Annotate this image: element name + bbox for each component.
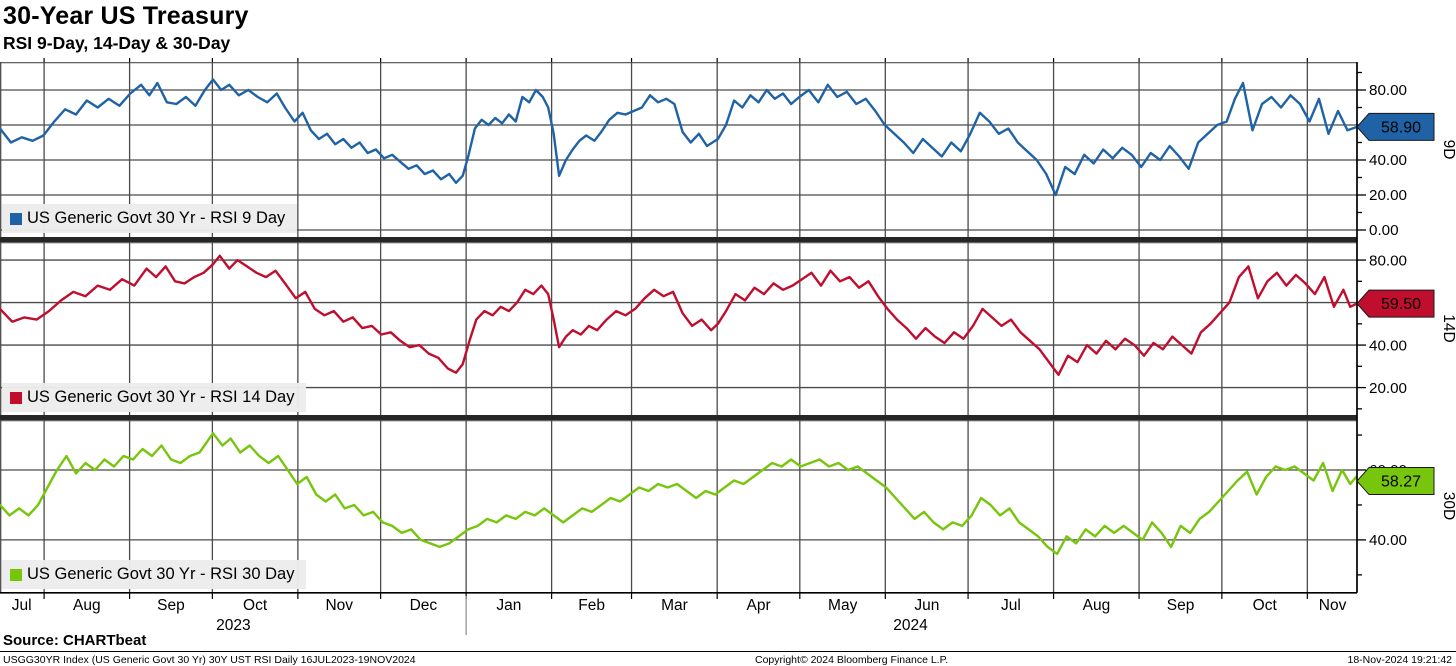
month-label: Jun xyxy=(914,597,939,614)
rsi-9D-line xyxy=(0,78,1357,197)
y-tick-label: 40.00 xyxy=(1369,152,1407,169)
last-price-value-9D: 58.90 xyxy=(1381,119,1421,136)
legend-swatch-icon xyxy=(10,212,22,225)
panel-separator xyxy=(0,415,1357,420)
legend-label: US Generic Govt 30 Yr - RSI 14 Day xyxy=(27,388,295,406)
month-label: May xyxy=(828,597,858,614)
chart-title: 30-Year US Treasury xyxy=(3,2,249,30)
month-label: Apr xyxy=(747,597,771,614)
footer-timestamp: 18-Nov-2024 19:21:42 xyxy=(1347,654,1453,666)
panel-axis-label-9D: 9D xyxy=(1440,140,1456,160)
y-tick-label: 40.00 xyxy=(1369,337,1407,354)
last-price-badge-9D xyxy=(1356,112,1435,141)
month-label: Feb xyxy=(578,597,605,614)
y-tick-label: 80.00 xyxy=(1369,82,1407,99)
rsi-14D-line xyxy=(0,254,1357,376)
month-label: Oct xyxy=(1253,597,1278,614)
y-tick-label: 80.00 xyxy=(1369,252,1407,269)
month-label: Nov xyxy=(325,597,353,614)
legend-swatch-icon xyxy=(10,391,22,404)
last-price-value-14D: 59.50 xyxy=(1381,296,1421,313)
panel-axis-label-14D: 14D xyxy=(1440,314,1456,342)
month-label: Sep xyxy=(157,597,185,614)
legend-rsi-14D[interactable]: US Generic Govt 30 Yr - RSI 14 Day xyxy=(2,383,307,412)
y-tick-label: 20.00 xyxy=(1369,380,1407,397)
y-tick-label: 20.00 xyxy=(1369,187,1407,204)
last-price-value-30D: 58.27 xyxy=(1381,474,1421,491)
month-label: Jul xyxy=(1001,597,1021,614)
month-label: Sep xyxy=(1167,597,1195,614)
panel-separator xyxy=(0,237,1357,242)
month-label: Mar xyxy=(661,597,688,614)
legend-swatch-icon xyxy=(10,568,22,581)
month-label: Oct xyxy=(243,597,268,614)
month-label: Aug xyxy=(1083,597,1111,614)
legend-rsi-30D[interactable]: US Generic Govt 30 Yr - RSI 30 Day xyxy=(2,560,307,589)
year-label: 2023 xyxy=(216,617,250,634)
year-label: 2024 xyxy=(893,617,928,634)
rsi-30D-line xyxy=(0,432,1357,556)
month-label: Dec xyxy=(410,597,438,614)
footer-descriptor: USGG30YR Index (US Generic Govt 30 Yr) 3… xyxy=(3,654,416,666)
footer-copyright: Copyright© 2024 Bloomberg Finance L.P. xyxy=(755,654,949,666)
month-label: Nov xyxy=(1319,597,1347,614)
chart-subtitle: RSI 9-Day, 14-Day & 30-Day xyxy=(3,33,231,53)
month-label: Jul xyxy=(12,597,32,614)
footer-strip: USGG30YR Index (US Generic Govt 30 Yr) 3… xyxy=(0,651,1456,666)
y-tick-label: 40.00 xyxy=(1369,532,1407,549)
legend-label: US Generic Govt 30 Yr - RSI 9 Day xyxy=(27,209,286,227)
legend-label: US Generic Govt 30 Yr - RSI 30 Day xyxy=(27,565,295,583)
y-tick-label: 0.00 xyxy=(1369,222,1399,239)
source-label: Source: CHARTbeat xyxy=(3,632,147,649)
last-price-badge-30D xyxy=(1356,467,1435,496)
legend-rsi-9D[interactable]: US Generic Govt 30 Yr - RSI 9 Day xyxy=(2,204,298,233)
panel-axis-label-30D: 30D xyxy=(1440,492,1456,520)
month-label: Aug xyxy=(73,597,101,614)
month-label: Jan xyxy=(496,597,521,614)
last-price-badge-14D xyxy=(1356,289,1435,318)
